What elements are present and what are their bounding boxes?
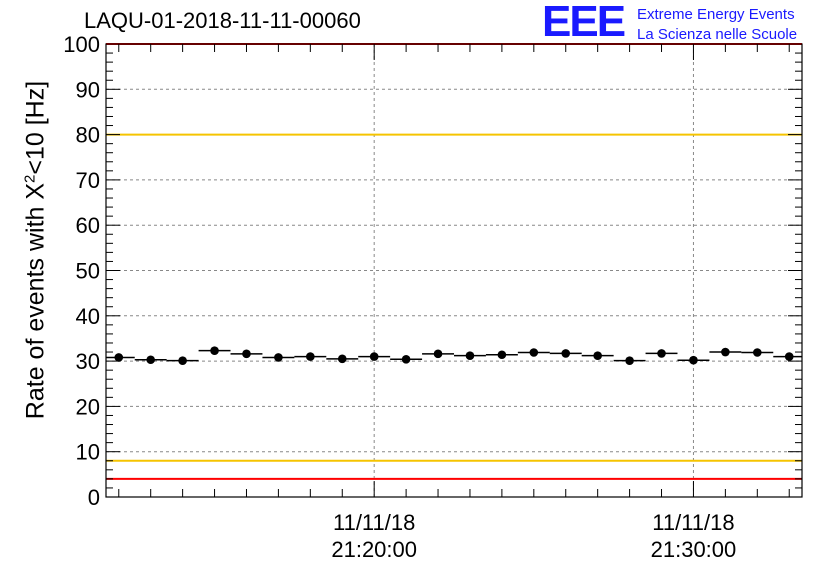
data-point — [337, 354, 347, 364]
x-tick-label-time: 21:20:00 — [331, 537, 417, 562]
logo-mark: EEE — [542, 0, 626, 46]
y-tick-label: 80 — [76, 123, 100, 148]
data-point — [274, 353, 283, 362]
data-point — [529, 348, 539, 357]
data-point — [178, 356, 187, 365]
data-point — [657, 349, 666, 358]
data-point — [561, 349, 571, 358]
x-tick-label-date: 11/11/18 — [333, 510, 415, 535]
data-point — [433, 349, 443, 359]
data-point — [242, 349, 251, 359]
data-point — [465, 351, 475, 360]
data-point — [593, 351, 602, 360]
data-point — [625, 356, 634, 365]
y-tick-label: 10 — [76, 440, 100, 465]
chart-title: LAQU-01-2018-11-11-00060 — [84, 8, 361, 33]
y-tick-label: 0 — [88, 485, 100, 510]
data-point — [146, 355, 155, 365]
x-tick-label-date: 11/11/18 — [652, 510, 734, 535]
data-point — [784, 352, 794, 361]
logo-line-2: La Scienza nelle Scuole — [637, 26, 798, 43]
data-point — [689, 355, 698, 365]
data-point — [401, 354, 411, 364]
y-tick-label: 50 — [76, 259, 100, 284]
y-tick-label: 40 — [76, 304, 100, 329]
data-point — [210, 346, 219, 355]
data-point — [306, 352, 315, 361]
y-tick-label: 30 — [76, 349, 100, 374]
x-tick-label-time: 21:30:00 — [651, 537, 737, 562]
logo-line-1: Extreme Energy Events — [637, 6, 795, 23]
data-point — [721, 347, 730, 357]
y-tick-label: 20 — [76, 394, 100, 419]
data-point — [114, 353, 124, 362]
y-tick-label: 70 — [76, 168, 100, 193]
data-point — [369, 352, 379, 361]
y-tick-label: 90 — [76, 77, 100, 102]
data-point — [497, 350, 507, 360]
data-point — [753, 348, 762, 357]
y-tick-label: 100 — [63, 32, 100, 57]
y-tick-label: 60 — [76, 213, 100, 238]
eee-logo: EEE Extreme Energy Events La Scienza nel… — [542, 0, 832, 46]
